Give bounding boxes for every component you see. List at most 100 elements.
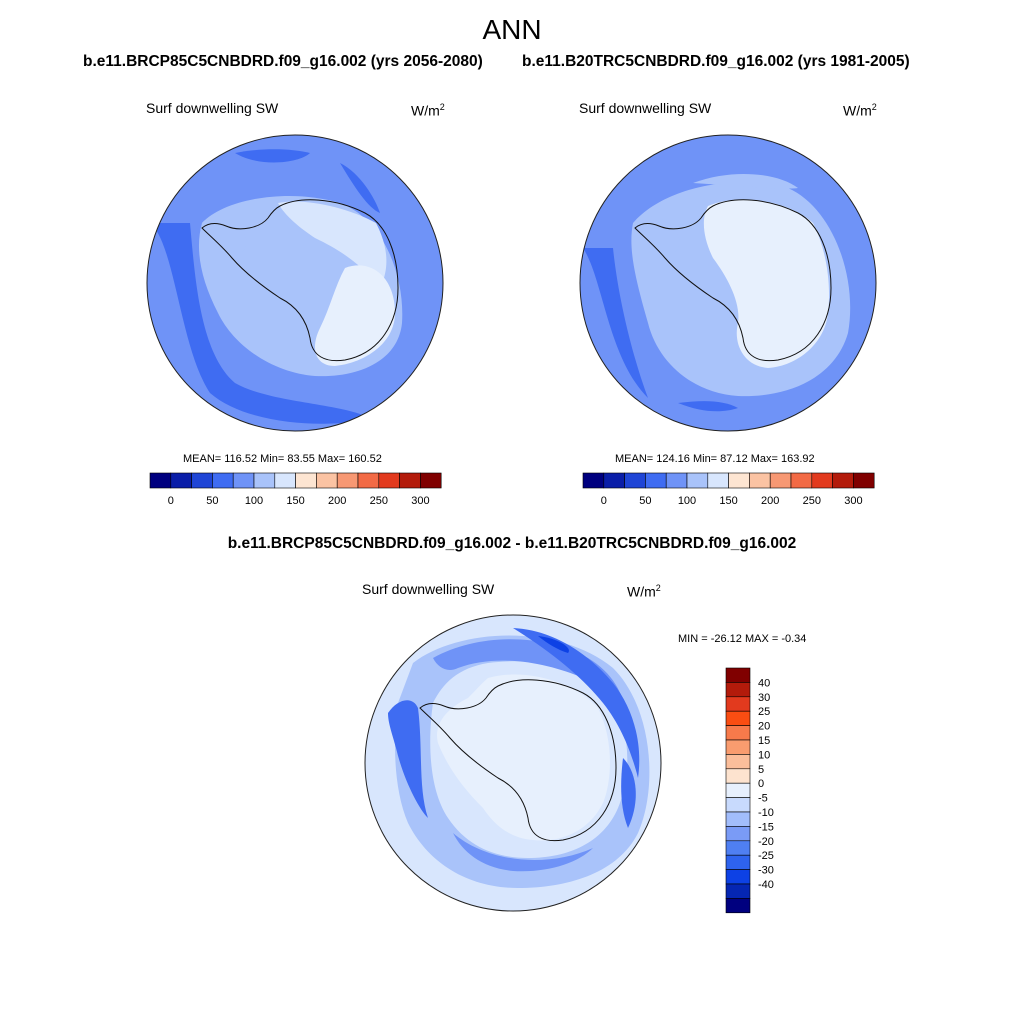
difference-colorbar-label: -15 xyxy=(758,821,774,833)
panel-2-map-boundary xyxy=(579,134,877,432)
panel-2-colorbar-tick-label: 250 xyxy=(803,495,821,507)
difference-colorbar-box xyxy=(725,696,751,712)
difference-field-continent-pale xyxy=(437,674,610,841)
panel-1-colorbar-box xyxy=(295,472,317,489)
difference-colorbar-label: -25 xyxy=(758,850,774,862)
difference-colorbar-box xyxy=(725,782,751,798)
difference-colorbar-box xyxy=(725,826,751,842)
panel-2-colorbar-tick-label: 300 xyxy=(844,495,862,507)
panel-1-colorbar-box xyxy=(357,472,380,489)
difference-colorbar-label: -40 xyxy=(758,879,774,891)
panel-2-colorbar-box xyxy=(728,472,750,489)
difference-colorbar-box xyxy=(725,869,751,885)
difference-colorbar-box xyxy=(725,667,751,683)
panel-2-colorbar-tick-label: 200 xyxy=(761,495,779,507)
panel-2-colorbar-box xyxy=(645,472,667,489)
panel-1-variable-label: Surf downwelling SW xyxy=(146,100,279,116)
difference-colorbar-box xyxy=(725,797,751,813)
difference-field-strong-west xyxy=(388,700,428,818)
difference-colorbar-box xyxy=(725,739,751,755)
panel-1-colorbar-box xyxy=(336,472,359,489)
difference-field-strong-east xyxy=(621,758,636,828)
difference-colorbar-box xyxy=(725,854,751,870)
panel-2-peninsula-shelf xyxy=(635,216,680,256)
panel-2-field-low-patch-south xyxy=(678,401,738,412)
difference-field-ring-light xyxy=(395,635,650,888)
panel-1-colorbar-box xyxy=(253,472,276,489)
panel-2-polar-map xyxy=(579,134,877,432)
difference-colorbar-box xyxy=(725,840,751,856)
panel-1-colorbar-box xyxy=(232,472,255,489)
difference-colorbar-label: 30 xyxy=(758,692,770,704)
difference-colorbar-label: 0 xyxy=(758,778,764,790)
difference-field-strongest-patch xyxy=(538,636,569,653)
panel-2-colorbar-box xyxy=(624,472,646,489)
panel-2-field-light-north xyxy=(693,173,798,189)
difference-colorbar-box xyxy=(725,710,751,726)
panel-1-colorbar-tick-label: 100 xyxy=(245,495,263,507)
panel-2-colorbar-box xyxy=(790,472,813,489)
difference-colorbar-box xyxy=(725,725,751,741)
difference-colorbar-label: 40 xyxy=(758,677,770,689)
difference-colorbar-label: 5 xyxy=(758,764,764,776)
panel-2-colorbar-box xyxy=(769,472,792,489)
difference-colorbar-label: 20 xyxy=(758,721,770,733)
panel-1-map-boundary xyxy=(146,134,444,432)
panel-1-field-palest-plateau xyxy=(315,265,395,366)
panel-1-field-low-patch-ne xyxy=(340,163,380,213)
panel-1-colorbar-box xyxy=(170,472,192,489)
panel-1-field-low-band xyxy=(150,223,370,424)
panel-2-colorbar-tick-label: 50 xyxy=(639,495,651,507)
difference-units: W/m2 xyxy=(627,583,661,600)
panel-2-colorbar: 050100150200250300350 xyxy=(582,472,875,507)
panel-2-colorbar-box xyxy=(853,472,875,489)
panel-1-colorbar-box xyxy=(378,472,400,489)
difference-colorbar-box xyxy=(725,682,751,698)
difference-colorbar-box xyxy=(725,811,751,827)
difference-colorbar-label: -10 xyxy=(758,807,774,819)
difference-colorbar-label: -30 xyxy=(758,865,774,877)
panel-1-polar-map xyxy=(146,134,444,432)
difference-colorbar-label: 10 xyxy=(758,749,770,761)
difference-title: b.e11.BRCP85C5CNBDRD.f09_g16.002 - b.e11… xyxy=(227,535,797,552)
panel-2-colorbar-box xyxy=(686,472,709,489)
panel-2-colorbar-tick-label: 0 xyxy=(601,495,607,507)
panel-2-field-low-band xyxy=(583,248,648,398)
panel-2-colorbar-box xyxy=(582,472,605,489)
panel-2-colorbar-box xyxy=(811,472,833,489)
panel-1-colorbar-tick-label: 250 xyxy=(370,495,388,507)
difference-stats: MIN = -26.12 MAX = -0.34 xyxy=(678,633,807,645)
panel-1-colorbar-box xyxy=(399,472,421,489)
panel-1-colorbar-tick-label: 200 xyxy=(328,495,346,507)
difference-map-boundary xyxy=(364,614,662,912)
panel-1-colorbar-tick-label: 50 xyxy=(206,495,218,507)
difference-colorbar-label: -20 xyxy=(758,836,774,848)
panel-1-peninsula-shelf xyxy=(202,216,247,256)
difference-colorbar-label: 25 xyxy=(758,706,770,718)
panel-2-stats: MEAN= 124.16 Min= 87.12 Max= 163.92 xyxy=(615,453,815,465)
panel-1-colorbar-box xyxy=(274,472,296,489)
panel-2-variable-label: Surf downwelling SW xyxy=(579,100,712,116)
panel-2-case-title: b.e11.B20TRC5CNBDRD.f09_g16.002 (yrs 198… xyxy=(522,53,910,70)
difference-colorbar-box xyxy=(725,768,751,784)
difference-colorbar-box xyxy=(725,883,751,899)
panel-1-colorbar: 050100150200250300350 xyxy=(149,472,442,507)
panel-1-units: W/m2 xyxy=(411,102,445,119)
panel-2-colorbar-box xyxy=(603,472,625,489)
panel-1-colorbar-box xyxy=(316,472,338,489)
panel-1-colorbar-box xyxy=(149,472,172,489)
difference-colorbar-label: -5 xyxy=(758,793,768,805)
panel-1-colorbar-tick-label: 150 xyxy=(286,495,304,507)
difference-colorbar-label: 15 xyxy=(758,735,770,747)
plot-main-title: ANN xyxy=(482,14,542,45)
panel-2-colorbar-box xyxy=(749,472,771,489)
panel-1-field-pale-east xyxy=(278,201,387,288)
difference-field-mid-south xyxy=(453,833,593,872)
difference-colorbar-box xyxy=(725,754,751,770)
panel-1-case-title: b.e11.BRCP85C5CNBDRD.f09_g16.002 (yrs 20… xyxy=(83,53,483,70)
panel-1-colorbar-box xyxy=(191,472,213,489)
difference-colorbar-box xyxy=(725,898,751,914)
panel-1-antarctica-coastline xyxy=(201,199,399,362)
panel-2-antarctica-coastline xyxy=(634,199,832,362)
panel-2-colorbar-box xyxy=(832,472,854,489)
